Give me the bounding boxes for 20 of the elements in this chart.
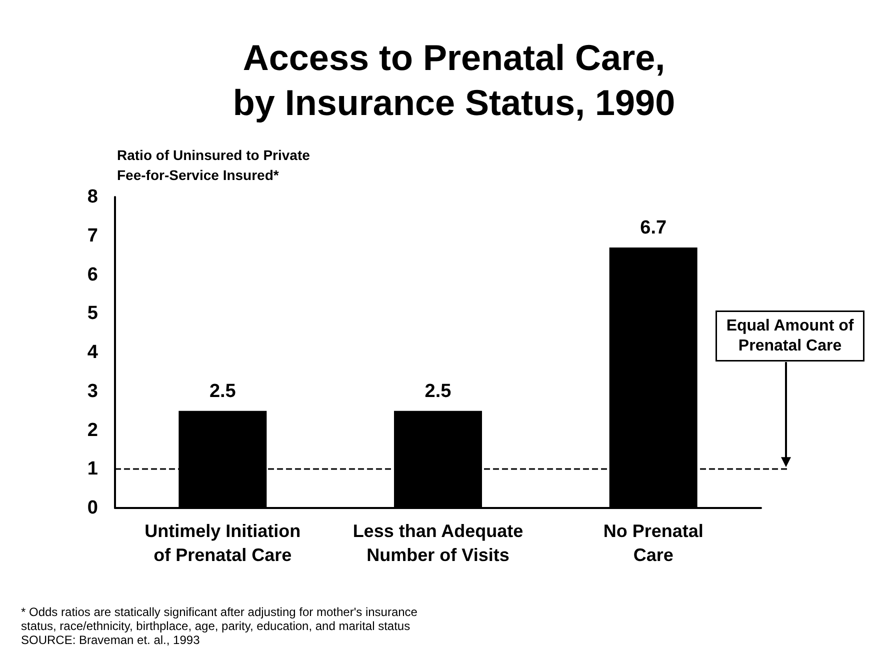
chart-title: Access to Prenatal Care, by Insurance Status, 1990 <box>232 37 676 123</box>
y-tick-label: 6 <box>87 264 98 286</box>
data-label: 6.7 <box>640 218 667 239</box>
x-tick-label: No Prenatal Care <box>603 521 704 565</box>
ref-line-label: Equal Amount of Prenatal Care <box>726 318 854 354</box>
x-tick-label: Untimely Initiation of Prenatal Care <box>144 521 301 565</box>
y-tick-label: 0 <box>87 498 98 518</box>
y-axis-title: Ratio of Uninsured to Private Fee-for-Service Insured* <box>117 147 310 183</box>
y-tick-label: 2 <box>87 420 98 441</box>
y-tick-label: 5 <box>87 303 98 324</box>
x-tick-label: Less than Adequate Number of Visits <box>352 521 524 565</box>
y-tick-label: 7 <box>87 225 98 246</box>
source-note: SOURCE: Braveman et. al., 1993 <box>21 633 200 647</box>
y-tick-label: 1 <box>87 458 98 480</box>
data-label: 2.5 <box>424 380 452 402</box>
text: * Odds ratios are statically significant after adjusting for mother's insurance status, race/ethnicity, birthplace, age, parity, education, and marital status <box>21 605 421 633</box>
y-tick-label: 8 <box>87 186 98 208</box>
y-tick-label: 3 <box>87 380 98 402</box>
data-label: 2.5 <box>209 380 236 402</box>
y-tick-label: 4 <box>87 342 98 363</box>
